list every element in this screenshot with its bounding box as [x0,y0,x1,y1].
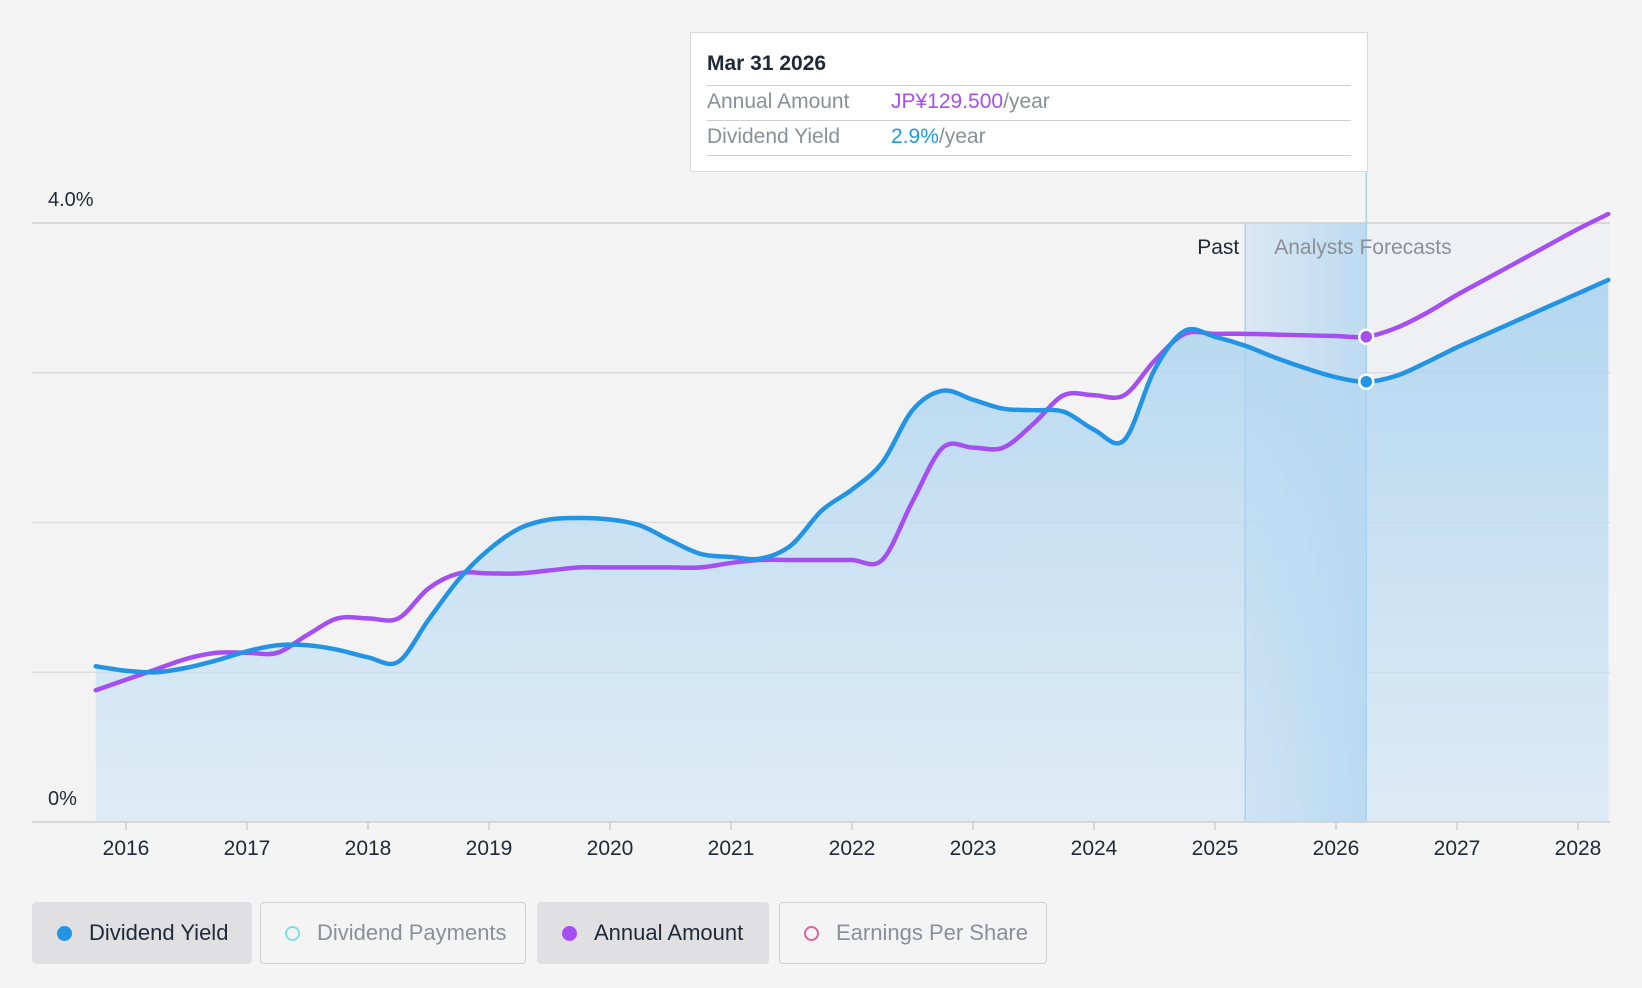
analysts-forecasts-label: Analysts Forecasts [1274,236,1451,259]
tooltip-date: Mar 31 2026 [707,49,1351,86]
chart-tooltip: Mar 31 2026 Annual Amount JP¥129.500/yea… [690,32,1368,172]
tooltip-dividend-yield-value-group: 2.9%/year [891,121,986,153]
tooltip-annual-amount-unit: /year [1003,90,1050,113]
forecast-shade [1245,223,1367,822]
tooltip-annual-amount-label: Annual Amount [707,90,850,113]
past-label: Past [1197,236,1239,259]
legend-earnings-per-share-label: Earnings Per Share [836,920,1028,945]
tooltip-annual-amount-value: JP¥129.500 [891,90,1004,113]
dividend-payments-circle-icon [285,926,300,941]
x-tick-label: 2028 [1555,837,1602,860]
x-tick-label: 2017 [224,837,271,860]
legend-dividend-yield-button[interactable]: Dividend Yield [32,902,252,964]
x-tick-label: 2024 [1071,837,1118,860]
x-tick-label: 2026 [1313,837,1360,860]
annual-amount-dot-icon [562,926,577,941]
legend-dividend-payments-button[interactable]: Dividend Payments [260,902,526,964]
dividend-yield-area [95,279,1609,822]
dividend-yield-dot-icon [57,926,72,941]
x-tick-label: 2019 [466,837,513,860]
x-tick-label: 2018 [345,837,392,860]
legend-annual-amount-button[interactable]: Annual Amount [537,902,769,964]
annual-amount-line [93,211,1611,693]
dividend-chart: 2016 2017 2018 2019 2020 2021 2022 2023 2024 2025… [32,172,1611,860]
y-tick-label: 0% [48,788,77,810]
tooltip-row-annual-amount: Annual Amount JP¥129.500/year [707,86,1351,121]
x-tick-label: 2016 [103,837,150,860]
earnings-per-share-circle-icon [804,926,819,941]
tooltip-dividend-yield-label: Dividend Yield [707,125,841,148]
tooltip-dividend-yield-value: 2.9% [891,125,939,148]
legend-earnings-per-share-button[interactable]: Earnings Per Share [779,902,1047,964]
dividend-yield-line [93,277,1611,675]
x-tick-label: 2021 [708,837,755,860]
legend-dividend-payments-label: Dividend Payments [317,920,507,945]
x-tick-label: 2027 [1434,837,1481,860]
legend-dividend-yield-label: Dividend Yield [89,920,229,945]
dividend-yield-point [1358,373,1375,390]
annual-amount-point [1358,328,1375,346]
tooltip-row-dividend-yield: Dividend Yield 2.9%/year [707,121,1351,156]
legend-annual-amount-label: Annual Amount [594,920,744,945]
x-tick-label: 2020 [587,837,634,860]
x-tick-label: 2022 [829,837,876,860]
x-tick-label: 2025 [1192,837,1239,860]
x-tick-label: 2023 [950,837,997,860]
tooltip-dividend-yield-unit: /year [938,125,986,148]
tooltip-annual-amount-value-group: JP¥129.500/year [891,86,1050,118]
y-tick-label: 4.0% [48,189,94,211]
